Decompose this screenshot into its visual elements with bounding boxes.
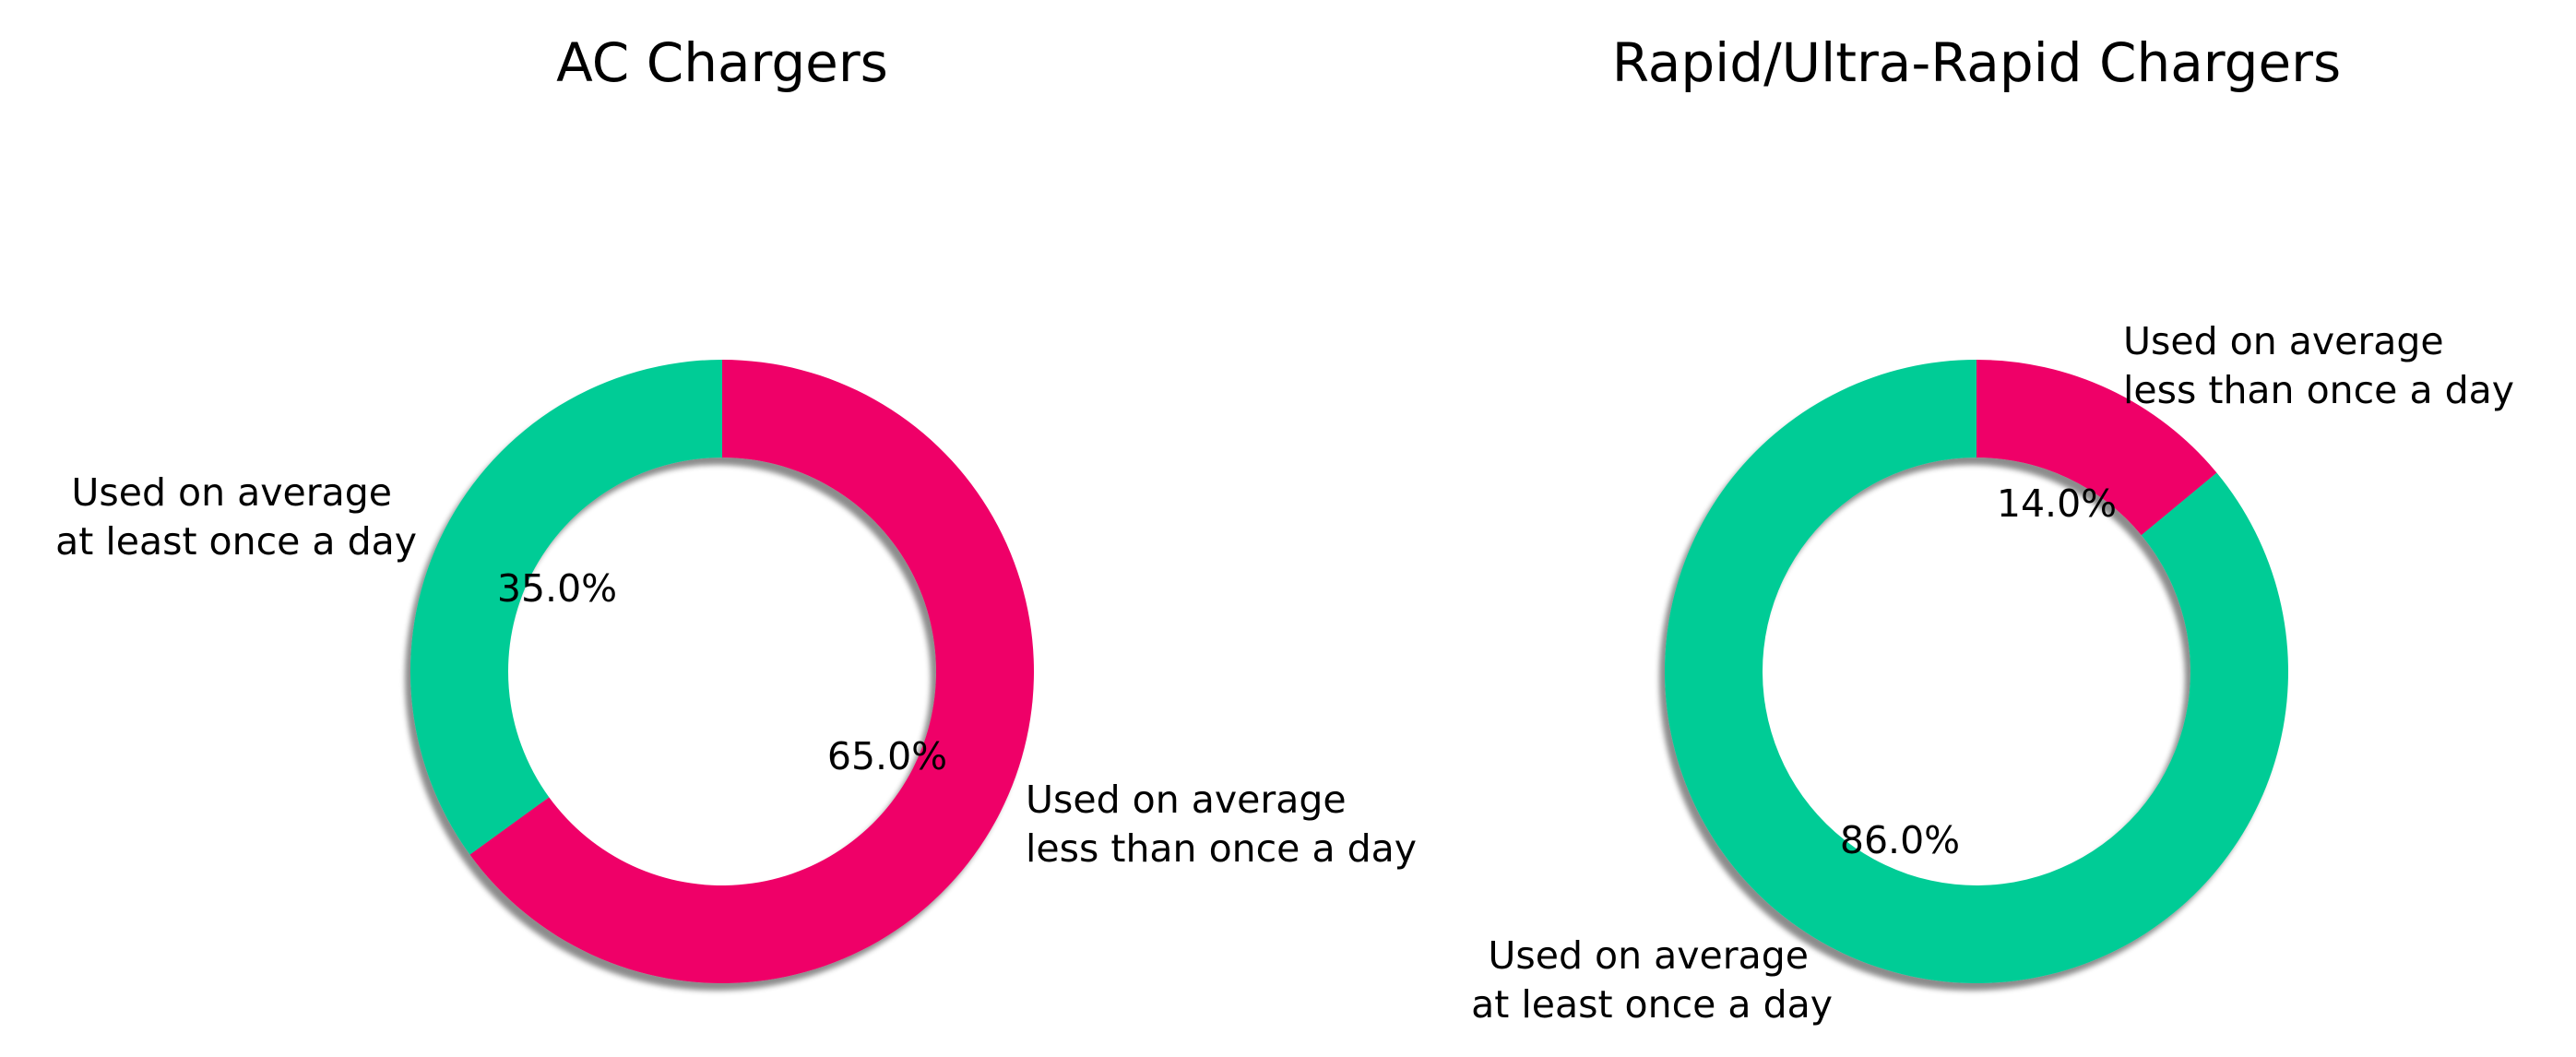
slice-label-rapid-less-than-line2: less than once a day (2123, 368, 2514, 412)
donut-ring-rapid (1665, 360, 2288, 983)
chart-title-rapid: Rapid/Ultra-Rapid Chargers (1612, 31, 2341, 94)
donut-slice-rapid-at-least (1665, 360, 2288, 983)
slice-label-ac-at-least-line1: Used on average (71, 470, 392, 515)
pct-label-rapid-less-than: 14.0% (1997, 481, 2117, 526)
donut-ring-ac (410, 360, 1034, 983)
slice-label-rapid-at-least: Used on average at least once a day (1471, 933, 1833, 1027)
slice-label-rapid-at-least-line1: Used on average (1488, 933, 1809, 978)
slice-label-rapid-at-least-line2: at least once a day (1471, 982, 1833, 1027)
donut-slice-ac-at-least (410, 360, 722, 855)
slice-label-rapid-less-than: Used on average less than once a day (2123, 319, 2514, 412)
slice-label-ac-at-least-line2: at least once a day (55, 519, 417, 564)
donut-slice-ac-less-than (469, 360, 1034, 983)
pct-label-ac-at-least: 35.0% (497, 566, 617, 611)
pct-label-ac-less-than: 65.0% (827, 734, 947, 778)
slice-label-ac-less-than: Used on average less than once a day (1026, 778, 1417, 871)
slice-label-ac-less-than-line1: Used on average (1026, 778, 1347, 822)
slice-label-ac-less-than-line2: less than once a day (1026, 826, 1417, 871)
chart-ac-chargers: AC Chargers Used on average at least onc… (55, 31, 1417, 983)
pct-label-rapid-at-least: 86.0% (1840, 818, 1960, 862)
slice-label-rapid-less-than-line1: Used on average (2123, 319, 2444, 363)
donut-slice-rapid-less-than (1977, 360, 2217, 536)
chart-title-ac: AC Chargers (556, 31, 888, 94)
slice-label-ac-at-least: Used on average at least once a day (55, 470, 417, 564)
chart-rapid-chargers: Rapid/Ultra-Rapid Chargers Used on avera… (1471, 31, 2514, 1027)
